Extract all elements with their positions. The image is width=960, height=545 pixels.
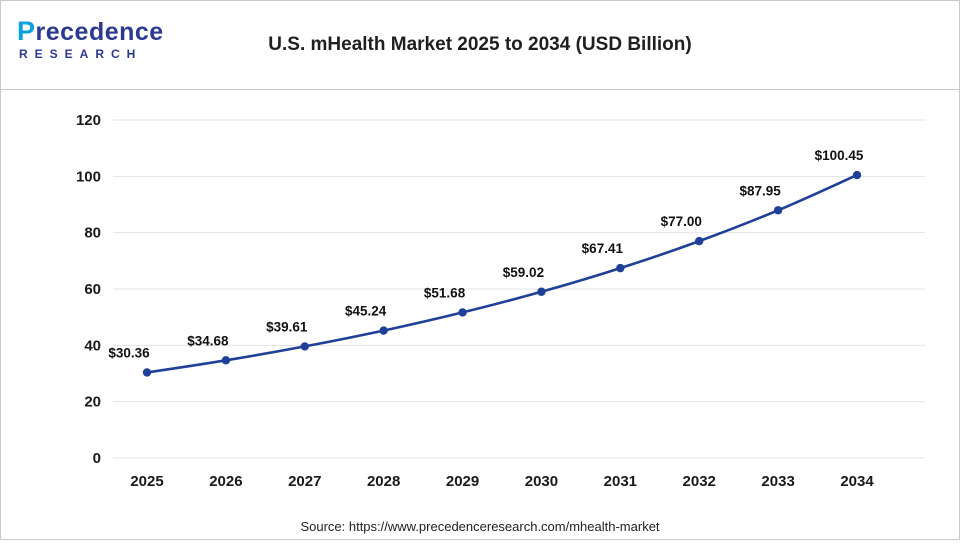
data-point <box>379 326 388 335</box>
data-point <box>537 287 546 296</box>
x-tick-label: 2030 <box>525 473 558 490</box>
data-label: $45.24 <box>345 304 387 319</box>
data-label: $100.45 <box>815 148 864 163</box>
data-label: $34.68 <box>187 333 229 348</box>
data-point <box>458 308 467 317</box>
x-tick-label: 2026 <box>209 473 242 490</box>
series-line <box>145 173 859 374</box>
y-tick-label: 0 <box>93 450 101 467</box>
data-point <box>616 263 625 273</box>
chart-area: 0 20 40 60 80 100 120 2025 2026 2027 2028 2029 2030 2… <box>1 90 959 507</box>
logo-subtitle: RESEARCH <box>19 47 143 62</box>
y-tick-label: 20 <box>84 394 101 411</box>
x-tick-label: 2033 <box>761 473 794 490</box>
chart-title: U.S. mHealth Market 2025 to 2034 (USD Bi… <box>268 34 692 55</box>
logo-p-mark: P <box>17 16 36 46</box>
data-point <box>142 368 152 377</box>
data-point <box>221 356 231 365</box>
x-tick-label: 2028 <box>367 473 400 490</box>
logo-wordmark-rest: recedence <box>35 18 164 46</box>
market-line-chart: 0 20 40 60 80 100 120 2025 2026 2027 2028 2029 2030 2… <box>76 112 925 490</box>
data-label: $87.95 <box>739 183 781 198</box>
x-tick-label: 2031 <box>604 473 637 490</box>
logo-wordmark: Precedence <box>17 17 164 45</box>
footer: Source: https://www.precedenceresearch.c… <box>1 507 959 545</box>
source-text: Source: https://www.precedenceresearch.c… <box>300 518 660 534</box>
header: Precedence RESEARCH U.S. mHealth Market … <box>1 1 959 90</box>
precedence-logo: Precedence RESEARCH <box>17 17 164 61</box>
data-point <box>695 236 704 246</box>
data-label: $51.68 <box>424 285 466 300</box>
x-tick-label: 2034 <box>840 473 874 490</box>
y-tick-label: 100 <box>76 168 101 185</box>
data-point <box>852 170 862 180</box>
y-tick-label: 40 <box>84 337 101 354</box>
y-tick-label: 80 <box>84 225 101 242</box>
x-tick-label: 2032 <box>683 473 716 490</box>
data-label: $67.41 <box>582 241 624 256</box>
data-label: $59.02 <box>503 265 544 280</box>
x-tick-label: 2029 <box>446 473 479 490</box>
y-tick-label: 120 <box>76 112 101 129</box>
data-label: $30.36 <box>108 345 150 360</box>
data-point <box>300 342 309 351</box>
data-label: $39.61 <box>266 319 308 334</box>
y-tick-label: 60 <box>84 281 101 298</box>
data-point <box>773 206 783 215</box>
x-tick-label: 2027 <box>288 473 321 490</box>
data-label: $77.00 <box>661 214 702 229</box>
x-tick-label: 2025 <box>130 473 163 490</box>
